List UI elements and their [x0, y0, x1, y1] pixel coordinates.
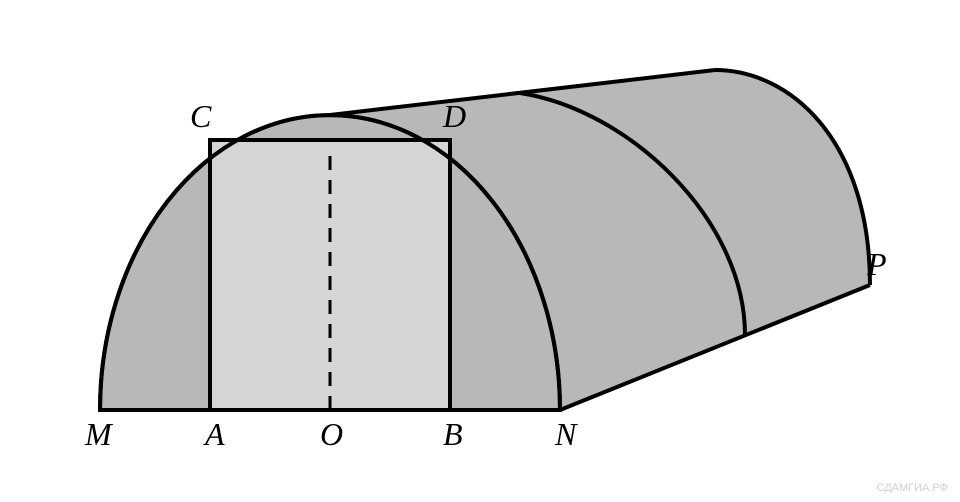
- label-p: P: [866, 246, 887, 282]
- label-a: A: [203, 416, 225, 452]
- label-b: B: [443, 416, 463, 452]
- label-d: D: [442, 98, 466, 134]
- label-m: M: [84, 416, 114, 452]
- label-n: N: [554, 416, 578, 452]
- watermark-text: СДАМГИА.РФ: [877, 482, 948, 494]
- label-c: C: [190, 98, 212, 134]
- label-o: O: [320, 416, 343, 452]
- barrel-vault-diagram: C D M A O B N P: [0, 0, 960, 502]
